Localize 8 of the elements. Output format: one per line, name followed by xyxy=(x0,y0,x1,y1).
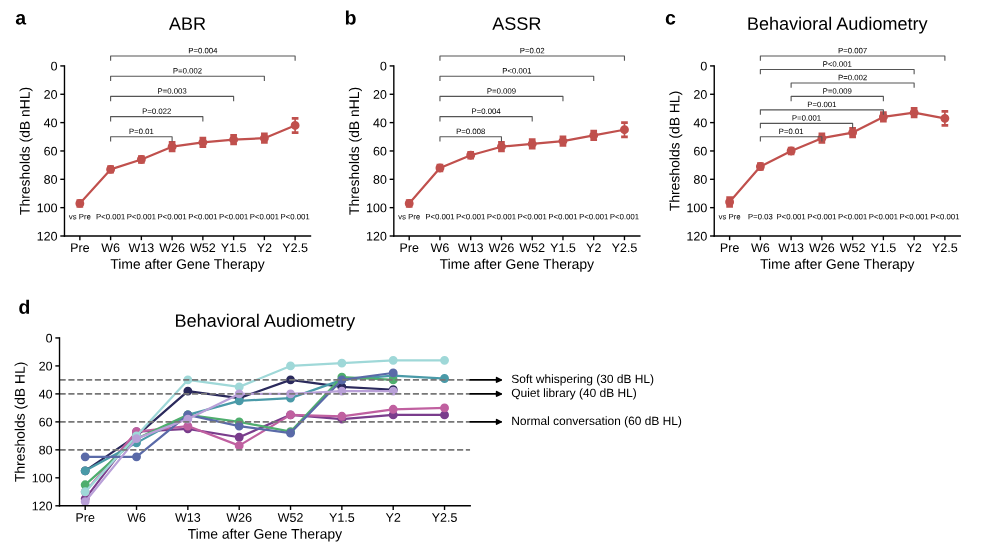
chart-title: Behavioral Audiometry xyxy=(176,313,356,331)
chart-title: ASSR xyxy=(492,17,541,30)
text: d xyxy=(19,299,30,314)
chart-title: Behavioral Audiometry xyxy=(748,16,928,34)
text: b xyxy=(345,10,356,25)
text: c xyxy=(665,14,676,25)
chart-title: ABR xyxy=(168,17,206,30)
text: a xyxy=(15,14,27,25)
